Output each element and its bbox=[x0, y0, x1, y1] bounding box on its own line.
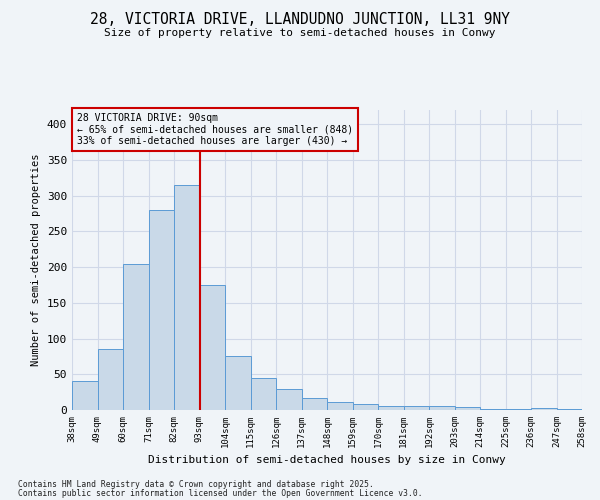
Bar bbox=[174, 185, 199, 410]
Bar bbox=[404, 406, 429, 410]
Bar bbox=[327, 402, 353, 410]
Bar bbox=[72, 382, 97, 410]
Bar bbox=[149, 210, 174, 410]
Text: 28 VICTORIA DRIVE: 90sqm
← 65% of semi-detached houses are smaller (848)
33% of : 28 VICTORIA DRIVE: 90sqm ← 65% of semi-d… bbox=[77, 113, 353, 146]
Text: Size of property relative to semi-detached houses in Conwy: Size of property relative to semi-detach… bbox=[104, 28, 496, 38]
Bar bbox=[276, 388, 302, 410]
Bar bbox=[353, 404, 378, 410]
Bar bbox=[378, 406, 404, 410]
Bar bbox=[429, 406, 455, 410]
Y-axis label: Number of semi-detached properties: Number of semi-detached properties bbox=[31, 154, 41, 366]
Text: 28, VICTORIA DRIVE, LLANDUDNO JUNCTION, LL31 9NY: 28, VICTORIA DRIVE, LLANDUDNO JUNCTION, … bbox=[90, 12, 510, 28]
Text: Contains public sector information licensed under the Open Government Licence v3: Contains public sector information licen… bbox=[18, 489, 422, 498]
Bar bbox=[531, 408, 557, 410]
Bar bbox=[251, 378, 276, 410]
Bar bbox=[225, 356, 251, 410]
Bar bbox=[302, 398, 327, 410]
Text: Contains HM Land Registry data © Crown copyright and database right 2025.: Contains HM Land Registry data © Crown c… bbox=[18, 480, 374, 489]
Bar bbox=[480, 408, 505, 410]
X-axis label: Distribution of semi-detached houses by size in Conwy: Distribution of semi-detached houses by … bbox=[148, 456, 506, 466]
Bar bbox=[199, 285, 225, 410]
Bar bbox=[455, 407, 480, 410]
Bar bbox=[97, 348, 123, 410]
Bar bbox=[123, 264, 149, 410]
